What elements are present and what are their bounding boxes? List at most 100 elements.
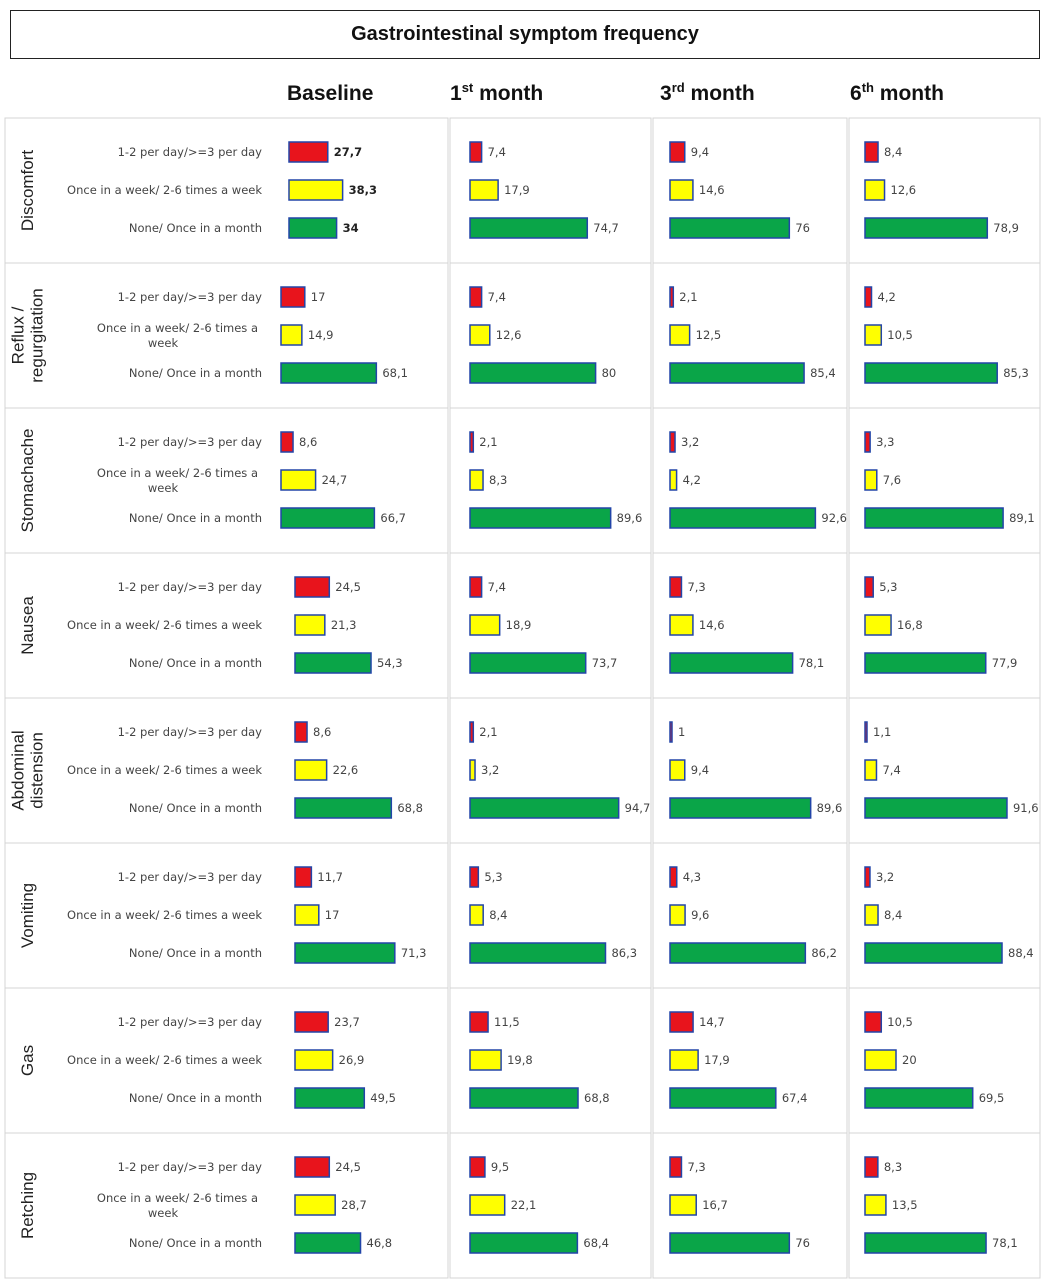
data-label: 24,5 — [335, 1160, 361, 1174]
data-label: 80 — [602, 366, 617, 380]
category-label: None/ Once in a month — [129, 221, 262, 235]
panel-frame — [848, 697, 1041, 844]
data-label: 23,7 — [334, 1015, 360, 1029]
data-label: 11,5 — [494, 1015, 520, 1029]
bar-weekly — [469, 324, 491, 346]
data-label: 7,4 — [488, 580, 506, 594]
category-label: 1-2 per day/>=3 per day — [118, 1015, 263, 1029]
data-label: 2,1 — [679, 290, 697, 304]
bar-monthly — [864, 217, 989, 239]
bar-monthly — [469, 942, 607, 964]
category-label: 1-2 per day/>=3 per day — [118, 870, 263, 884]
bar-monthly — [669, 217, 791, 239]
data-label: 28,7 — [341, 1198, 367, 1212]
data-label: 92,6 — [821, 511, 847, 525]
bar-weekly — [669, 904, 686, 926]
data-label: 26,9 — [339, 1053, 365, 1067]
bar-weekly — [469, 179, 499, 201]
bar-daily — [669, 286, 675, 308]
data-label: 86,3 — [611, 946, 637, 960]
data-label: 8,3 — [884, 1160, 902, 1174]
data-label: 46,8 — [367, 1236, 393, 1250]
data-label: 91,6 — [1013, 801, 1039, 815]
bar-monthly — [280, 507, 376, 529]
data-label: 3,2 — [876, 870, 894, 884]
bar-daily — [294, 721, 308, 743]
data-label: 12,6 — [891, 183, 917, 197]
data-label: 88,4 — [1008, 946, 1034, 960]
bar-daily — [669, 721, 673, 743]
bar-weekly — [864, 614, 892, 636]
category-label: 1-2 per day/>=3 per day — [118, 145, 263, 159]
bar-weekly — [469, 614, 501, 636]
data-label: 69,5 — [979, 1091, 1005, 1105]
data-label: 16,7 — [702, 1198, 728, 1212]
data-label: 9,6 — [691, 908, 709, 922]
period-header-0: Baseline — [287, 82, 373, 105]
panel-frame — [4, 1132, 449, 1279]
bar-weekly — [469, 1194, 506, 1216]
data-label: 21,3 — [331, 618, 357, 632]
panel-frame — [4, 262, 449, 409]
category-label: Once in a week/ 2-6 times a week — [67, 183, 262, 197]
bar-daily — [469, 721, 475, 743]
data-label: 76 — [795, 1236, 810, 1250]
bar-weekly — [469, 469, 484, 491]
data-label: 22,1 — [511, 1198, 537, 1212]
data-label: 17 — [311, 290, 326, 304]
category-label: None/ Once in a month — [129, 656, 262, 670]
data-label: 89,6 — [817, 801, 843, 815]
symptom-label: Stomachache — [18, 429, 37, 533]
data-label: 68,8 — [584, 1091, 610, 1105]
data-label: 9,5 — [491, 1160, 509, 1174]
data-label: 85,4 — [810, 366, 836, 380]
bar-daily — [294, 1156, 331, 1178]
bar-weekly — [864, 469, 878, 491]
category-label: Once in a week/ 2-6 times a week — [67, 763, 262, 777]
bar-daily — [669, 431, 676, 453]
data-label: 7,3 — [687, 1160, 705, 1174]
period-header-2: 3rd month — [660, 80, 755, 105]
data-label: 24,5 — [335, 580, 361, 594]
data-label: 19,8 — [507, 1053, 533, 1067]
symptom-label: distension — [28, 732, 47, 809]
bar-weekly — [864, 759, 878, 781]
bar-weekly — [469, 1049, 502, 1071]
bar-monthly — [469, 1232, 579, 1254]
data-label: 86,2 — [811, 946, 837, 960]
bar-weekly — [669, 324, 691, 346]
category-label: None/ Once in a month — [129, 801, 262, 815]
data-label: 17,9 — [704, 1053, 730, 1067]
symptom-label: Gas — [18, 1045, 37, 1076]
data-label: 9,4 — [691, 145, 709, 159]
data-label: 20 — [902, 1053, 917, 1067]
data-label: 54,3 — [377, 656, 403, 670]
bar-daily — [469, 576, 483, 598]
data-label: 74,7 — [593, 221, 619, 235]
data-label: 49,5 — [370, 1091, 396, 1105]
data-label: 78,9 — [993, 221, 1019, 235]
bar-daily — [669, 866, 678, 888]
bar-daily — [469, 1011, 489, 1033]
bar-daily — [669, 1011, 694, 1033]
bar-monthly — [469, 217, 589, 239]
data-label: 68,4 — [583, 1236, 609, 1250]
bar-daily — [864, 431, 871, 453]
data-label: 11,7 — [317, 870, 343, 884]
data-label: 5,3 — [484, 870, 502, 884]
data-label: 17,9 — [504, 183, 530, 197]
bar-daily — [864, 286, 873, 308]
data-label: 4,2 — [878, 290, 896, 304]
data-label: 8,6 — [299, 435, 317, 449]
bar-weekly — [294, 1194, 336, 1216]
bar-monthly — [864, 942, 1003, 964]
data-label: 66,7 — [380, 511, 406, 525]
bar-daily — [669, 576, 683, 598]
bar-monthly — [669, 797, 812, 819]
bar-monthly — [669, 942, 807, 964]
bar-weekly — [280, 469, 317, 491]
data-label: 14,7 — [699, 1015, 725, 1029]
data-label: 8,4 — [884, 145, 902, 159]
data-label: 94,7 — [625, 801, 651, 815]
category-label: None/ Once in a month — [129, 366, 262, 380]
